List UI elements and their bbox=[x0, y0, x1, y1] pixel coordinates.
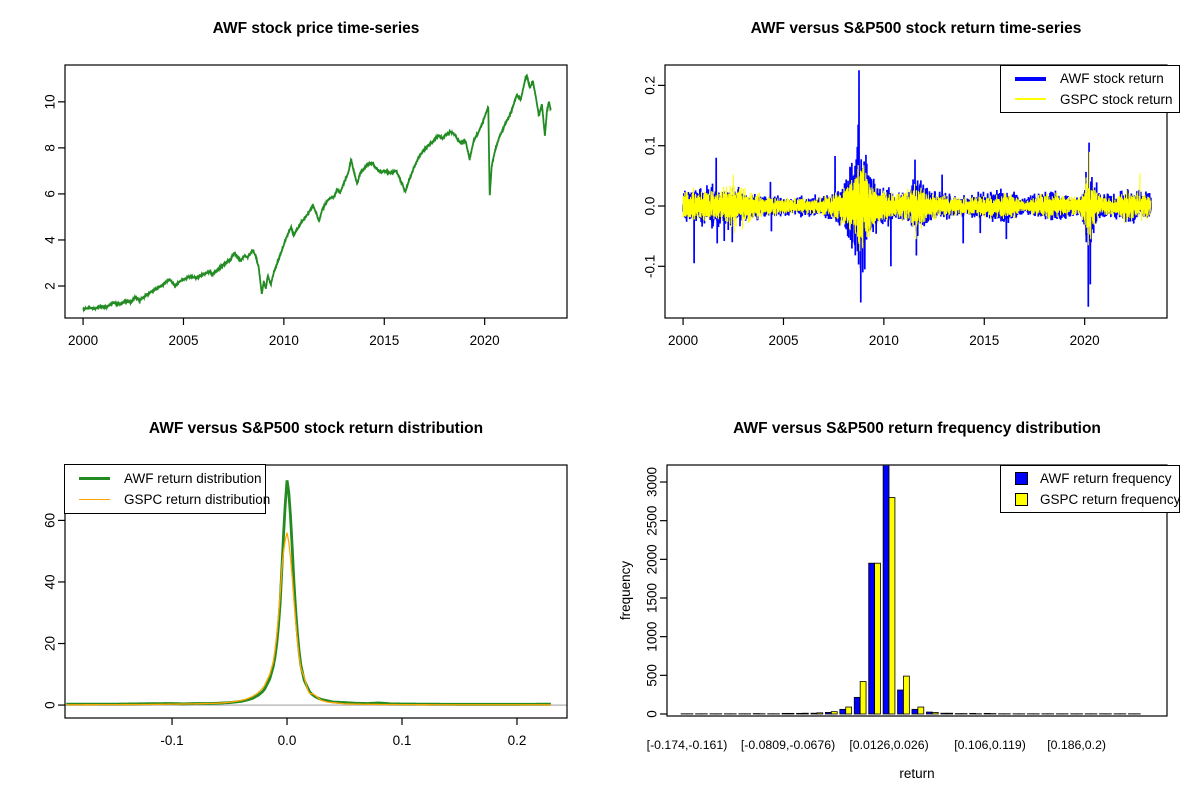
svg-text:2010: 2010 bbox=[269, 333, 299, 348]
panel-return-frequency: AWF versus S&P500 return frequency distr… bbox=[600, 400, 1200, 800]
svg-text:4: 4 bbox=[43, 236, 58, 244]
legend-label: AWF return frequency bbox=[1040, 471, 1172, 487]
svg-text:2005: 2005 bbox=[768, 333, 798, 348]
legend-item-gspc-return: GSPC stock return bbox=[1001, 91, 1179, 109]
svg-text:2015: 2015 bbox=[969, 333, 999, 348]
svg-text:[0.106,0.119): [0.106,0.119) bbox=[954, 738, 1026, 752]
svg-text:[0.186,0.2): [0.186,0.2) bbox=[1047, 738, 1106, 752]
legend-density: AWF return distribution GSPC return dist… bbox=[64, 464, 270, 514]
panel-return-distribution: AWF versus S&P500 stock return distribut… bbox=[0, 400, 600, 800]
svg-text:10: 10 bbox=[43, 94, 58, 109]
svg-text:0: 0 bbox=[43, 701, 58, 709]
legend-item-gspc-frequency: GSPC return frequency bbox=[1001, 491, 1181, 509]
awf-frequency-swatch bbox=[1015, 472, 1028, 486]
svg-text:20: 20 bbox=[43, 636, 58, 651]
chart-title-histogram: AWF versus S&P500 return frequency distr… bbox=[733, 420, 1101, 437]
panel-return-timeseries: AWF versus S&P500 stock return time-seri… bbox=[600, 0, 1200, 400]
svg-text:0.1: 0.1 bbox=[393, 733, 412, 748]
legend-item-awf-return: AWF stock return bbox=[1001, 70, 1179, 88]
svg-text:2000: 2000 bbox=[668, 333, 698, 348]
svg-text:-0.1: -0.1 bbox=[643, 255, 658, 278]
chart-title-returns: AWF versus S&P500 stock return time-seri… bbox=[750, 20, 1082, 37]
chart-title-price: AWF stock price time-series bbox=[212, 20, 420, 37]
svg-text:8: 8 bbox=[43, 144, 58, 152]
svg-text:0.0: 0.0 bbox=[643, 197, 658, 216]
awf-density-line-swatch bbox=[79, 476, 110, 481]
svg-text:-0.1: -0.1 bbox=[160, 733, 183, 748]
svg-text:0: 0 bbox=[645, 710, 660, 718]
legend-item-awf-frequency: AWF return frequency bbox=[1001, 470, 1179, 488]
legend-returns: AWF stock return GSPC stock return bbox=[1000, 65, 1180, 113]
svg-text:0.0: 0.0 bbox=[278, 733, 297, 748]
legend-item-awf-density: AWF return distribution bbox=[65, 470, 265, 488]
svg-text:500: 500 bbox=[645, 664, 660, 687]
svg-text:0.2: 0.2 bbox=[643, 76, 658, 95]
gspc-density-line-swatch bbox=[79, 498, 110, 501]
legend-label: GSPC return frequency bbox=[1040, 491, 1181, 507]
svg-text:40: 40 bbox=[43, 574, 58, 589]
svg-text:2015: 2015 bbox=[369, 333, 399, 348]
svg-text:0.1: 0.1 bbox=[643, 136, 658, 155]
svg-text:0.2: 0.2 bbox=[508, 733, 527, 748]
svg-text:60: 60 bbox=[43, 513, 58, 528]
svg-text:2020: 2020 bbox=[1070, 333, 1100, 348]
svg-text:[-0.174,-0.161): [-0.174,-0.161) bbox=[647, 738, 728, 752]
legend-label: AWF stock return bbox=[1060, 71, 1164, 87]
svg-text:3000: 3000 bbox=[645, 467, 660, 497]
legend-label: GSPC return distribution bbox=[124, 492, 271, 507]
svg-text:2000: 2000 bbox=[68, 333, 98, 348]
panel-price-timeseries: AWF stock price time-series 2 4 6 8 10 2000 20… bbox=[0, 0, 600, 400]
gspc-frequency-swatch bbox=[1015, 492, 1028, 506]
awf-return-line-swatch bbox=[1015, 77, 1046, 81]
svg-text:2500: 2500 bbox=[645, 506, 660, 536]
svg-text:2020: 2020 bbox=[470, 333, 500, 348]
svg-text:[0.0126,0.026): [0.0126,0.026) bbox=[849, 738, 928, 752]
svg-text:2005: 2005 bbox=[168, 333, 198, 348]
svg-text:6: 6 bbox=[43, 190, 58, 198]
svg-text:1500: 1500 bbox=[645, 583, 660, 613]
chart-title-density: AWF versus S&P500 stock return distribut… bbox=[148, 420, 484, 437]
returns-line-chart: -0.1 0.0 0.1 0.2 2000 2005 2010 2015 2020 bbox=[643, 64, 1168, 348]
svg-text:2000: 2000 bbox=[645, 544, 660, 574]
gspc-return-line-swatch bbox=[1015, 98, 1046, 101]
legend-item-gspc-density: GSPC return distribution bbox=[65, 491, 270, 509]
frequency-bar-chart: [-0.174,-0.161) [-0.0809,-0.0676) [0.0126,… bbox=[618, 464, 1168, 781]
svg-text:frequency: frequency bbox=[618, 561, 633, 621]
svg-text:[-0.0809,-0.0676): [-0.0809,-0.0676) bbox=[741, 738, 835, 752]
svg-text:1000: 1000 bbox=[645, 622, 660, 652]
density-line-chart: 0 20 40 60 -0.1 0.0 0.1 0.2 bbox=[43, 464, 568, 748]
svg-text:2: 2 bbox=[43, 282, 58, 290]
legend-label: GSPC stock return bbox=[1060, 91, 1173, 107]
legend-histogram: AWF return frequency GSPC return frequen… bbox=[1000, 465, 1180, 513]
svg-text:2010: 2010 bbox=[869, 333, 899, 348]
svg-text:return: return bbox=[899, 766, 934, 781]
legend-label: AWF return distribution bbox=[124, 471, 262, 486]
price-line-chart: 2 4 6 8 10 2000 2005 2010 2015 2020 bbox=[43, 64, 568, 348]
